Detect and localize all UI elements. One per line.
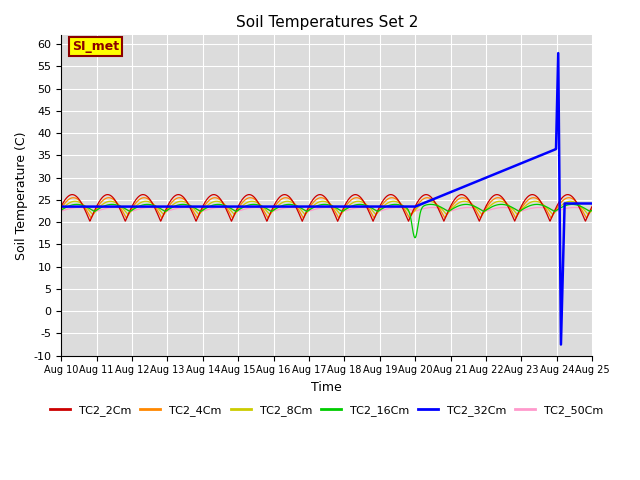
Text: SI_met: SI_met (72, 40, 119, 53)
TC2_2Cm (481, 205, 489, 211)
Line: TC2_8Cm: TC2_8Cm (61, 201, 592, 215)
TC2_32Cm (588, 201, 596, 206)
TC2_2Cm (542, 208, 550, 214)
TC2_2Cm (342, 200, 350, 206)
Line: TC2_32Cm: TC2_32Cm (61, 53, 592, 345)
Y-axis label: Soil Temperature (C): Soil Temperature (C) (15, 131, 28, 260)
TC2_16Cm (588, 207, 596, 213)
TC2_2Cm (58, 204, 65, 209)
TC2_8Cm (566, 198, 574, 204)
TC2_32Cm (481, 175, 488, 181)
TC2_2Cm (588, 204, 596, 209)
TC2_32Cm (58, 204, 65, 209)
TC2_16Cm (412, 235, 419, 240)
TC2_50Cm (354, 205, 362, 211)
TC2_8Cm (205, 201, 213, 207)
TC2_4Cm (481, 207, 489, 213)
TC2_2Cm (354, 192, 362, 198)
TC2_16Cm (205, 204, 213, 209)
TC2_32Cm (342, 204, 349, 209)
TC2_50Cm (75, 204, 83, 210)
TC2_32Cm (557, 342, 564, 348)
TC2_4Cm (354, 195, 362, 201)
TC2_8Cm (556, 204, 564, 209)
TC2_2Cm (334, 218, 342, 224)
TC2_8Cm (541, 204, 549, 209)
TC2_4Cm (105, 195, 113, 201)
TC2_16Cm (58, 207, 65, 213)
Legend: TC2_2Cm, TC2_4Cm, TC2_8Cm, TC2_16Cm, TC2_32Cm, TC2_50Cm: TC2_2Cm, TC2_4Cm, TC2_8Cm, TC2_16Cm, TC2… (46, 401, 607, 420)
TC2_50Cm (556, 207, 564, 213)
Line: TC2_50Cm: TC2_50Cm (61, 207, 592, 211)
TC2_50Cm (588, 208, 596, 214)
TC2_50Cm (58, 208, 65, 214)
TC2_32Cm (556, 262, 564, 268)
TC2_4Cm (542, 206, 550, 212)
TC2_50Cm (481, 208, 489, 214)
TC2_8Cm (588, 207, 596, 213)
TC2_32Cm (554, 50, 562, 56)
TC2_8Cm (342, 206, 349, 212)
TC2_4Cm (87, 216, 95, 221)
TC2_8Cm (549, 212, 557, 217)
TC2_50Cm (205, 206, 213, 212)
TC2_4Cm (342, 203, 350, 208)
TC2_4Cm (588, 205, 596, 211)
TC2_16Cm (557, 205, 564, 211)
TC2_32Cm (205, 204, 213, 209)
TC2_32Cm (541, 151, 549, 156)
TC2_4Cm (58, 205, 65, 211)
TC2_2Cm (316, 192, 324, 197)
TC2_16Cm (342, 206, 349, 212)
TC2_16Cm (481, 208, 489, 214)
TC2_8Cm (353, 198, 361, 204)
TC2_50Cm (342, 208, 350, 214)
TC2_4Cm (206, 197, 214, 203)
TC2_16Cm (353, 202, 361, 207)
Title: Soil Temperatures Set 2: Soil Temperatures Set 2 (236, 15, 418, 30)
X-axis label: Time: Time (311, 381, 342, 394)
TC2_8Cm (481, 209, 488, 215)
Line: TC2_16Cm: TC2_16Cm (61, 204, 592, 238)
Line: TC2_4Cm: TC2_4Cm (61, 198, 592, 218)
TC2_2Cm (205, 194, 213, 200)
TC2_16Cm (497, 202, 505, 207)
TC2_8Cm (58, 207, 65, 213)
Line: TC2_2Cm: TC2_2Cm (61, 194, 592, 221)
TC2_50Cm (541, 205, 549, 211)
TC2_32Cm (353, 204, 361, 209)
TC2_16Cm (542, 204, 550, 209)
TC2_4Cm (557, 200, 564, 206)
TC2_2Cm (557, 197, 564, 203)
